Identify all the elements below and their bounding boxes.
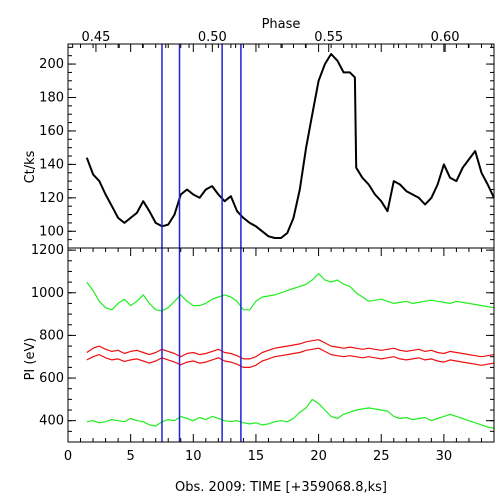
- pulse-invariant-ytick-label: 400: [39, 414, 64, 429]
- pulse-invariant-ytick-label: 600: [39, 371, 64, 386]
- pi-panel: [86, 273, 495, 429]
- pulse-invariant-ytick-label: 1000: [31, 286, 64, 301]
- pulse-invariant-series-3: [86, 398, 495, 429]
- phase-tick-label: 0.50: [198, 30, 227, 45]
- pulse-invariant-ytick-label: 1200: [31, 243, 64, 258]
- count-rate-ytick-label: 180: [39, 91, 64, 106]
- x-tick-label: 0: [64, 449, 72, 464]
- count-rate-ytick-label: 200: [39, 57, 64, 72]
- count-rate-ytick-label: 160: [39, 124, 64, 139]
- vertical-markers: [161, 44, 242, 442]
- x-tick-label: 20: [310, 449, 327, 464]
- pulse-invariant-frame: [67, 247, 495, 443]
- plot-frames: [67, 43, 495, 443]
- phase-tick-label: 0.60: [431, 30, 460, 45]
- count-rate-ytick-label: 100: [39, 224, 64, 239]
- y-axis-title-pi: PI (eV): [23, 338, 38, 381]
- pulse-invariant-series-2: [86, 347, 495, 368]
- x-tick-label: 15: [248, 449, 265, 464]
- pulse-invariant-series-1: [86, 339, 495, 360]
- x-tick-label: 25: [373, 449, 390, 464]
- pulse-invariant-series-0: [86, 273, 495, 312]
- count-rate-ytick-label: 120: [39, 191, 64, 206]
- x-tick-label: 10: [185, 449, 202, 464]
- phase-tick-label: 0.45: [81, 30, 110, 45]
- count-rate-series-0: [85, 53, 495, 239]
- x-tick-label: 30: [436, 449, 453, 464]
- axes: 100 120 140 160 180 200 400 600 800 1000 1200 0 5 10 1…: [31, 30, 495, 464]
- phase-tick-label: 0.55: [314, 30, 343, 45]
- top-axis-title: Phase: [262, 17, 301, 32]
- x-tick-label: 5: [127, 449, 135, 464]
- pulse-invariant-ytick-label: 800: [39, 328, 64, 343]
- count-rate-panel: [85, 53, 495, 239]
- count-rate-ytick-label: 140: [39, 157, 64, 172]
- x-axis-title: Obs. 2009: TIME [+359068.8,ks]: [175, 480, 387, 495]
- y-axis-title-count-rate: Ct/ks: [23, 150, 38, 183]
